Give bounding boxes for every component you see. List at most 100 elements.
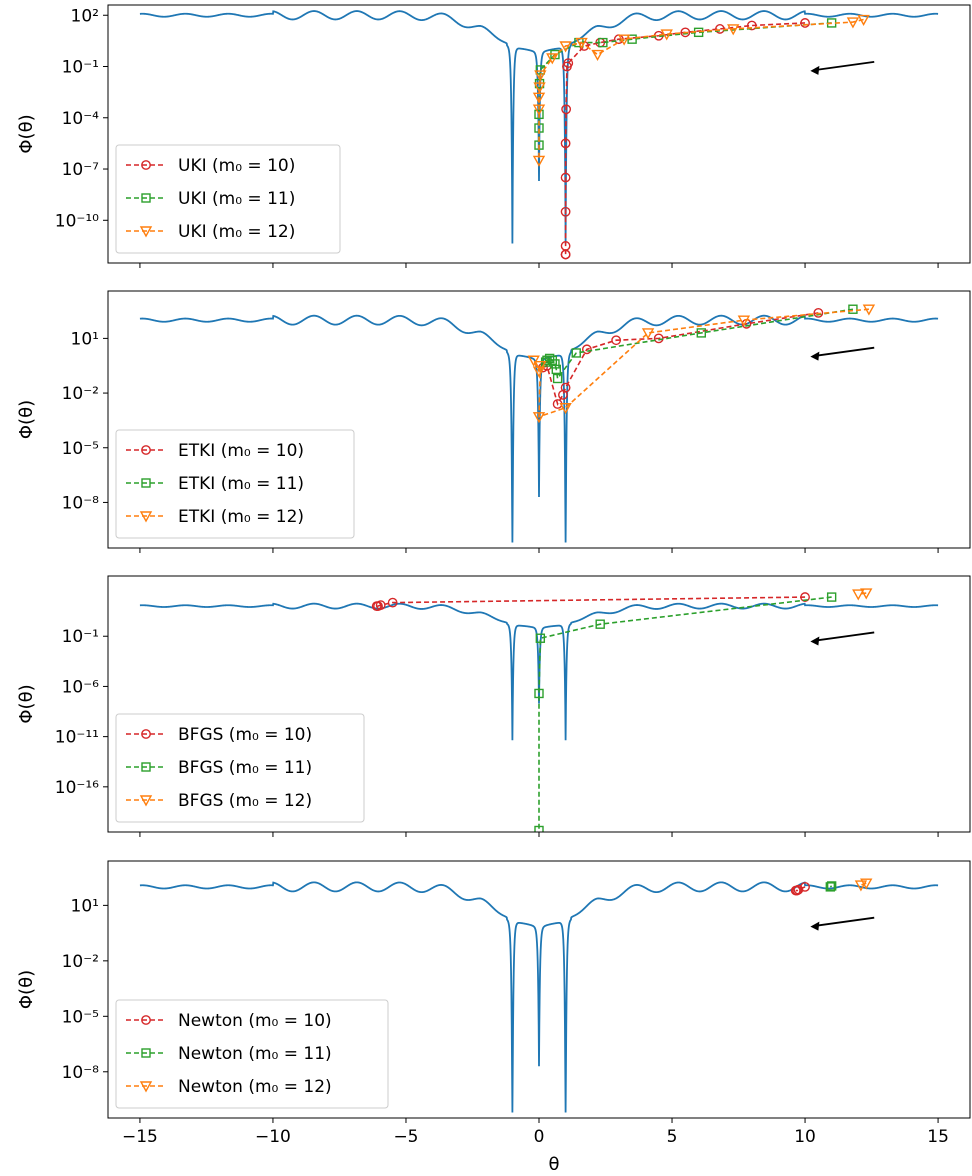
data-point xyxy=(532,155,546,167)
legend-entry: UKI (m₀ = 10) xyxy=(126,156,295,176)
y-tick-label: 10⁻² xyxy=(62,384,99,404)
legend-label: ETKI (m₀ = 10) xyxy=(178,441,304,461)
legend-label: ETKI (m₀ = 12) xyxy=(178,507,304,527)
series-line xyxy=(542,312,819,407)
data-point xyxy=(559,402,572,415)
data-point xyxy=(560,138,571,149)
data-point xyxy=(139,795,153,807)
data-point xyxy=(848,304,858,314)
x-axis-label: θ xyxy=(548,1154,559,1175)
data-point xyxy=(800,18,810,28)
series-line xyxy=(564,22,806,255)
legend-entry: UKI (m₀ = 12) xyxy=(126,222,295,242)
data-point xyxy=(532,92,546,104)
y-tick-label: 10⁻¹¹ xyxy=(55,728,99,748)
y-axis-label: Φ(θ) xyxy=(16,970,37,1009)
legend-label: BFGS (m₀ = 10) xyxy=(178,725,312,745)
data-point xyxy=(560,249,571,260)
data-point xyxy=(141,1048,151,1058)
objective-curve xyxy=(139,602,939,741)
legend-entry: Newton (m₀ = 12) xyxy=(126,1077,332,1097)
data-point xyxy=(387,597,398,608)
legend: BFGS (m₀ = 10) BFGS (m₀ = 11) BFGS (m₀ = 1… xyxy=(115,713,365,823)
data-point xyxy=(846,17,860,29)
data-point xyxy=(860,588,873,600)
series-1 xyxy=(560,18,810,260)
legend-label: BFGS (m₀ = 11) xyxy=(178,758,312,778)
x-tick-label: −5 xyxy=(393,1127,418,1147)
data-point xyxy=(534,109,544,120)
series-line xyxy=(829,885,833,888)
data-point xyxy=(696,328,706,338)
y-tick-label: 10⁻¹⁶ xyxy=(55,778,99,798)
legend: ETKI (m₀ = 10) ETKI (m₀ = 11) ETKI (m₀ = 1… xyxy=(115,429,355,539)
data-point xyxy=(595,619,605,629)
data-point xyxy=(641,328,655,340)
legend-entry: UKI (m₀ = 11) xyxy=(126,189,295,209)
legend-label: ETKI (m₀ = 11) xyxy=(178,474,304,494)
y-tick-label: 10⁻¹⁰ xyxy=(55,211,99,231)
y-tick-label: 10⁻⁵ xyxy=(62,1007,99,1027)
x-tick-label: 5 xyxy=(667,1127,678,1147)
legend: UKI (m₀ = 10) UKI (m₀ = 11) UKI (m₀ = 12) xyxy=(115,144,341,254)
data-point xyxy=(141,160,151,170)
data-point xyxy=(680,27,691,38)
data-point xyxy=(581,344,592,355)
data-point xyxy=(141,729,151,739)
data-point xyxy=(552,373,563,384)
data-point xyxy=(854,880,868,892)
x-tick-label: −10 xyxy=(255,1127,291,1147)
data-point xyxy=(534,688,544,699)
objective-curve xyxy=(139,314,939,543)
data-point xyxy=(534,361,547,373)
data-point xyxy=(141,193,151,203)
legend-label: UKI (m₀ = 12) xyxy=(178,222,295,242)
data-point xyxy=(532,412,546,424)
y-tick-label: 10⁻⁶ xyxy=(62,677,100,697)
data-point xyxy=(534,70,547,82)
legend-label: Newton (m₀ = 12) xyxy=(178,1077,332,1097)
data-point xyxy=(534,825,544,832)
data-point xyxy=(558,389,568,400)
data-point xyxy=(561,104,572,115)
data-point xyxy=(141,762,151,772)
data-point xyxy=(598,37,608,48)
series-3 xyxy=(852,588,873,601)
series-line xyxy=(538,596,832,831)
data-point xyxy=(139,1081,153,1093)
direction-arrow xyxy=(810,346,875,361)
legend: Newton (m₀ = 10) Newton (m₀ = 11) Newton (… xyxy=(115,999,389,1109)
data-point xyxy=(800,881,810,892)
y-tick-label: 10¹ xyxy=(71,896,99,916)
data-point xyxy=(790,885,801,896)
legend-entry: BFGS (m₀ = 11) xyxy=(126,758,312,778)
data-point xyxy=(371,601,382,612)
y-tick-label: 10⁻² xyxy=(62,952,99,972)
data-point xyxy=(660,29,673,41)
data-point xyxy=(141,1015,151,1025)
legend-entry: ETKI (m₀ = 11) xyxy=(126,474,304,494)
series-1 xyxy=(371,592,810,612)
legend-entry: BFGS (m₀ = 10) xyxy=(126,725,312,745)
data-point xyxy=(852,589,865,601)
data-point xyxy=(857,14,870,26)
y-tick-label: 10² xyxy=(71,6,99,26)
data-point xyxy=(533,82,546,94)
y-axis-label: Φ(θ) xyxy=(16,684,37,723)
data-point xyxy=(575,37,588,50)
direction-arrow xyxy=(810,631,875,646)
data-point xyxy=(139,511,153,523)
data-point xyxy=(535,633,546,643)
y-tick-label: 10⁻⁷ xyxy=(62,160,100,180)
data-point xyxy=(571,348,581,358)
data-point xyxy=(560,206,571,217)
x-tick-label: 0 xyxy=(534,1127,545,1147)
data-point xyxy=(611,335,622,346)
y-tick-label: 10¹ xyxy=(71,329,99,349)
data-point xyxy=(737,315,751,327)
legend-entry: BFGS (m₀ = 12) xyxy=(126,791,312,811)
data-point xyxy=(746,20,757,31)
